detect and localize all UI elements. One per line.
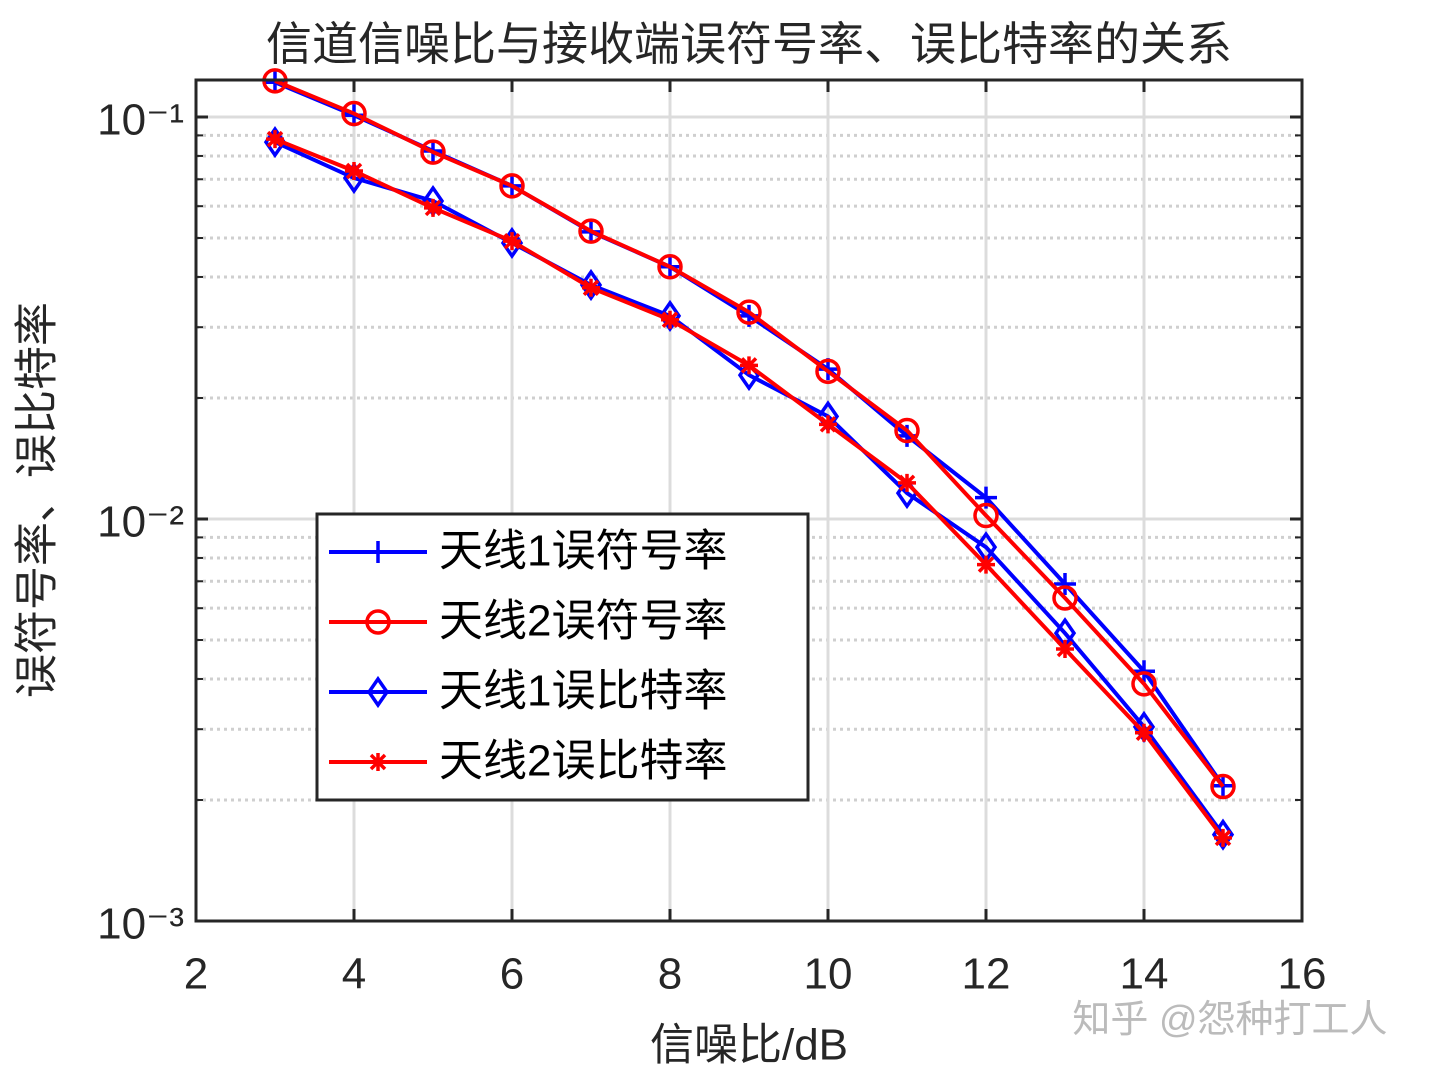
- marker: [736, 299, 762, 325]
- marker-shape: [1210, 773, 1236, 800]
- marker: [1214, 828, 1232, 847]
- y-tick-label: 10⁻²: [97, 498, 184, 547]
- marker-shape: [1054, 573, 1076, 596]
- legend-item: 天线1误符号率: [329, 527, 727, 576]
- marker-shape: [657, 254, 683, 280]
- marker: [661, 310, 679, 329]
- marker: [740, 356, 758, 375]
- marker-shape: [365, 609, 391, 635]
- series-line: [274, 79, 1225, 788]
- marker: [815, 358, 841, 385]
- marker-shape: [736, 299, 762, 325]
- marker: [1210, 773, 1236, 800]
- marker: [1135, 723, 1153, 742]
- marker: [420, 139, 446, 165]
- marker: [341, 100, 367, 127]
- marker-shape: [1135, 723, 1153, 742]
- legend-item: 天线2误比特率: [329, 737, 727, 786]
- legend-item: 天线2误符号率: [329, 597, 727, 646]
- marker: [973, 502, 999, 529]
- marker-shape: [894, 417, 920, 444]
- marker: [977, 555, 995, 574]
- marker-shape: [819, 415, 837, 434]
- legend-box: [315, 512, 810, 802]
- marker-shape: [341, 100, 367, 127]
- marker-shape: [661, 310, 679, 329]
- legend-label: 天线2误符号率: [439, 597, 727, 646]
- marker: [367, 541, 389, 563]
- chart-title: 信道信噪比与接收端误符号率、误比特率的关系: [266, 18, 1232, 70]
- marker: [898, 473, 916, 492]
- x-tick-label: 12: [962, 950, 1011, 999]
- y-axis-label: 误符号率、误比特率: [13, 302, 62, 698]
- marker-shape: [499, 173, 525, 199]
- marker-shape: [815, 358, 841, 385]
- x-tick-label: 16: [1278, 950, 1327, 999]
- marker-shape: [1056, 639, 1074, 658]
- x-tick-label: 10: [804, 950, 853, 999]
- marker-shape: [973, 502, 999, 529]
- x-tick-label: 2: [184, 950, 208, 999]
- marker-shape: [1131, 671, 1157, 697]
- marker-shape: [424, 198, 442, 217]
- marker-shape: [345, 161, 363, 180]
- legend-item: 天线1误比特率: [329, 667, 727, 716]
- legend-label: 天线2误比特率: [439, 737, 727, 786]
- x-tick-label: 14: [1120, 950, 1169, 999]
- x-tick-label: 6: [500, 950, 524, 999]
- marker-shape: [503, 232, 521, 251]
- marker: [1052, 585, 1078, 611]
- y-tick-label: 10⁻³: [97, 900, 184, 949]
- marker: [499, 173, 525, 199]
- y-tick-label: 10⁻¹: [97, 96, 184, 145]
- marker-shape: [420, 139, 446, 165]
- axes-box: [194, 78, 1304, 923]
- marker: [1131, 671, 1157, 697]
- marker: [503, 232, 521, 251]
- legend-label: 天线1误比特率: [439, 667, 727, 716]
- marker-shape: [1214, 828, 1232, 847]
- marker-shape: [898, 473, 916, 492]
- marker: [369, 753, 387, 771]
- marker: [424, 198, 442, 217]
- marker: [582, 278, 600, 297]
- marker: [1056, 639, 1074, 658]
- marker: [819, 415, 837, 434]
- watermark: 知乎 @怨种打工人: [1072, 999, 1387, 1041]
- legend-label: 天线1误符号率: [439, 527, 727, 576]
- marker-shape: [582, 278, 600, 297]
- marker: [266, 130, 284, 149]
- x-tick-label: 8: [658, 950, 682, 999]
- marker-shape: [369, 753, 387, 771]
- marker: [365, 609, 391, 635]
- marker: [894, 417, 920, 444]
- marker-shape: [266, 130, 284, 149]
- marker-shape: [578, 218, 604, 244]
- marker: [345, 161, 363, 180]
- marker-shape: [740, 356, 758, 375]
- x-tick-label: 4: [342, 950, 366, 999]
- marker-shape: [1052, 585, 1078, 611]
- marker: [657, 254, 683, 280]
- x-axis-label: 信噪比/dB: [650, 1021, 848, 1070]
- marker-shape: [977, 555, 995, 574]
- marker-shape: [366, 675, 390, 709]
- marker: [658, 299, 682, 332]
- marker: [578, 218, 604, 244]
- marker-shape: [367, 541, 389, 563]
- marker: [1054, 573, 1076, 596]
- marker: [366, 675, 390, 709]
- marker-shape: [658, 299, 682, 332]
